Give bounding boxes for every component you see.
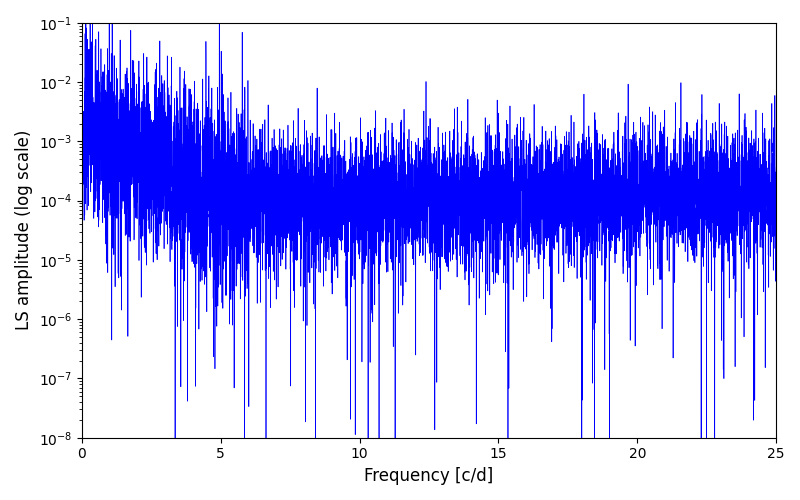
X-axis label: Frequency [c/d]: Frequency [c/d] xyxy=(364,467,494,485)
Y-axis label: LS amplitude (log scale): LS amplitude (log scale) xyxy=(15,130,33,330)
